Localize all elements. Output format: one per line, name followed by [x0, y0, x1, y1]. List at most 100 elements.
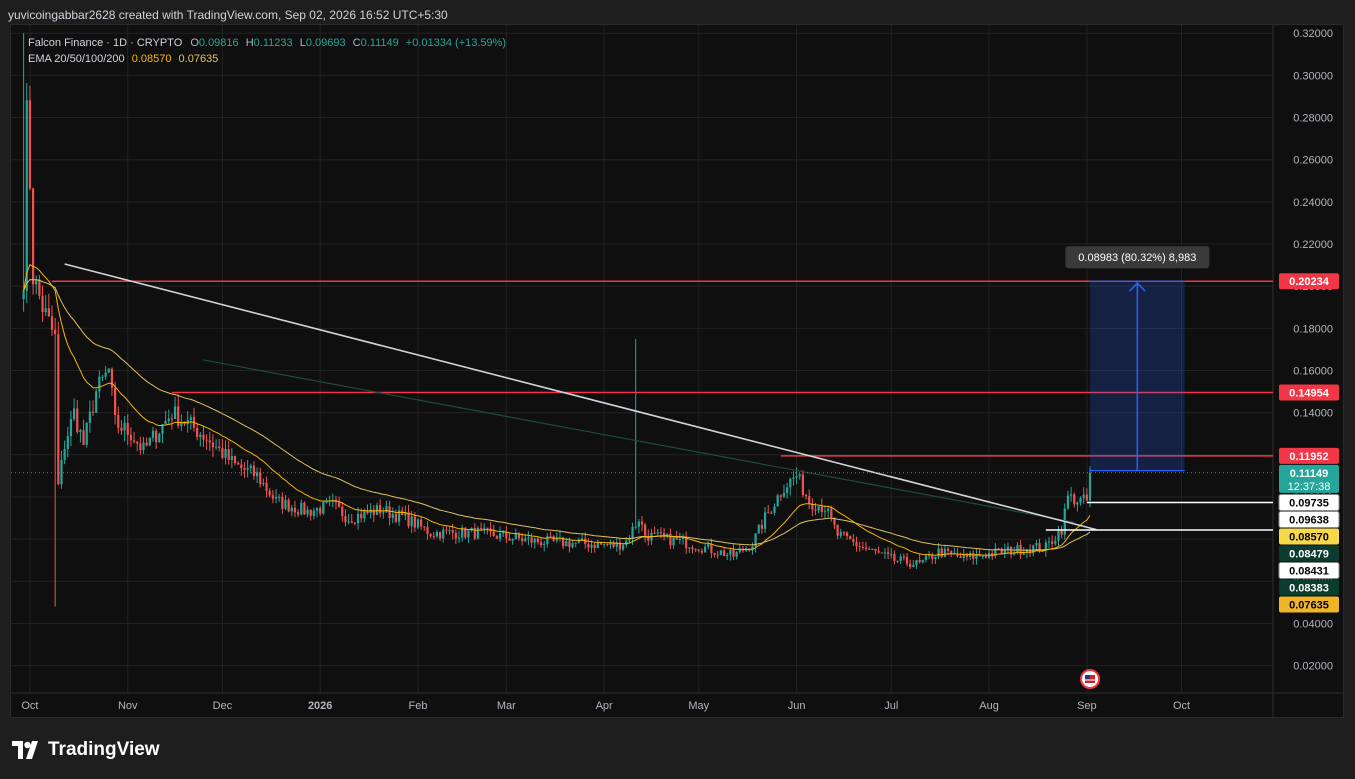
candle-body	[350, 521, 353, 523]
candle-body	[132, 440, 136, 442]
candle-body	[817, 506, 820, 511]
candle-body	[246, 468, 249, 470]
candle-body	[637, 521, 640, 527]
candle-body	[177, 406, 180, 426]
low-label: L	[299, 37, 306, 49]
candle-body	[486, 527, 489, 529]
candle-body	[50, 316, 54, 330]
candle-body	[659, 532, 663, 534]
candle-body	[609, 542, 612, 545]
candle-body	[536, 538, 539, 543]
candle-body	[72, 408, 76, 420]
candle-body	[937, 548, 940, 557]
candle-body	[259, 472, 262, 485]
candle-body	[423, 526, 426, 528]
chart-panel[interactable]: 0.32000 0.30000 0.28000 0.26000 0.24000 0.220…	[10, 24, 1345, 719]
candle-body	[555, 538, 558, 541]
x-tick-label: Mar	[497, 700, 516, 712]
candle-body	[167, 418, 170, 421]
candle-body	[66, 436, 69, 450]
candle-body	[1044, 542, 1047, 551]
candle-body	[571, 543, 574, 548]
price-tag	[1279, 596, 1339, 613]
candle-body	[902, 556, 905, 558]
candle-body	[461, 527, 464, 538]
candle-body	[271, 495, 274, 499]
candle-body	[221, 448, 224, 458]
candle-body	[1051, 541, 1054, 544]
candle-body	[476, 528, 480, 539]
candle-body	[634, 526, 637, 528]
candle-body	[454, 532, 457, 539]
candle-body	[293, 507, 297, 513]
candle-body	[438, 532, 442, 539]
candle-body	[603, 544, 606, 546]
candle-body	[1066, 495, 1070, 509]
candle-body	[928, 555, 931, 557]
candle-body	[413, 516, 416, 528]
tradingview-brand[interactable]: TradingView	[12, 737, 160, 763]
price-chart[interactable]: 0.32000 0.30000 0.28000 0.26000 0.24000 0.220…	[11, 25, 1345, 719]
candle-body	[372, 509, 375, 515]
candle-body	[375, 505, 379, 515]
price-tag	[1279, 528, 1339, 545]
candle-body	[760, 524, 763, 529]
price-tag	[1279, 273, 1339, 290]
y-tick-label: 0.02000	[1293, 661, 1333, 673]
candle-body	[618, 542, 622, 550]
candle-body	[751, 546, 754, 551]
x-tick-label: Dec	[213, 700, 233, 712]
price-tag	[1278, 494, 1340, 512]
ema-fast-line	[23, 263, 1091, 556]
candle-body	[950, 550, 953, 554]
candle-body	[754, 533, 757, 547]
candle-body	[265, 482, 268, 491]
measure-label: 0.08983 (80.32%) 8,983	[1078, 252, 1196, 264]
candle-body	[662, 533, 666, 537]
symbol-name[interactable]: Falcon Finance · 1D · CRYPTO	[28, 37, 183, 49]
candle-body	[722, 550, 726, 557]
candle-body	[129, 434, 132, 441]
candle-body	[76, 408, 79, 433]
candle-body	[890, 553, 893, 555]
y-tick-label: 0.22000	[1293, 239, 1333, 251]
chart-credit: yuvicoingabbar2628 created with TradingV…	[8, 8, 448, 22]
candle-body	[700, 550, 704, 553]
candle-body	[836, 524, 839, 536]
candle-body	[861, 547, 864, 549]
x-tick-label: Jul	[884, 700, 898, 712]
candle-body	[931, 555, 934, 560]
candle-body	[763, 512, 767, 529]
x-tick-label: May	[688, 700, 709, 712]
measure-label-bg	[1065, 246, 1210, 269]
candle-body	[991, 552, 994, 557]
candle-body	[590, 544, 593, 548]
candle-body	[95, 391, 98, 413]
price-tag	[1278, 511, 1340, 529]
tradingview-logo-icon	[12, 741, 42, 759]
candle-body	[505, 531, 508, 539]
candle-body	[789, 478, 792, 488]
y-tick-label: 0.14000	[1293, 408, 1333, 420]
candle-body	[366, 510, 369, 514]
candle-body	[218, 446, 221, 449]
candle-body	[726, 554, 729, 557]
candle-body	[596, 542, 599, 549]
candle-body	[827, 508, 830, 512]
candle-body	[612, 542, 615, 547]
candle-body	[214, 446, 218, 448]
candle-body	[363, 510, 366, 519]
candle-body	[697, 549, 700, 551]
y-tick-label: 0.18000	[1293, 323, 1333, 335]
candle-body	[899, 556, 902, 561]
candle-body	[779, 495, 782, 497]
y-tick-label: 0.30000	[1293, 70, 1333, 82]
ema-label[interactable]: EMA 20/50/100/200	[28, 53, 125, 65]
candle-body	[319, 508, 322, 514]
candle-body	[599, 542, 603, 545]
candle-body	[22, 290, 25, 300]
candle-body	[445, 529, 448, 531]
candle-body	[391, 513, 394, 518]
candle-body	[274, 496, 278, 499]
candle-body	[224, 449, 227, 458]
